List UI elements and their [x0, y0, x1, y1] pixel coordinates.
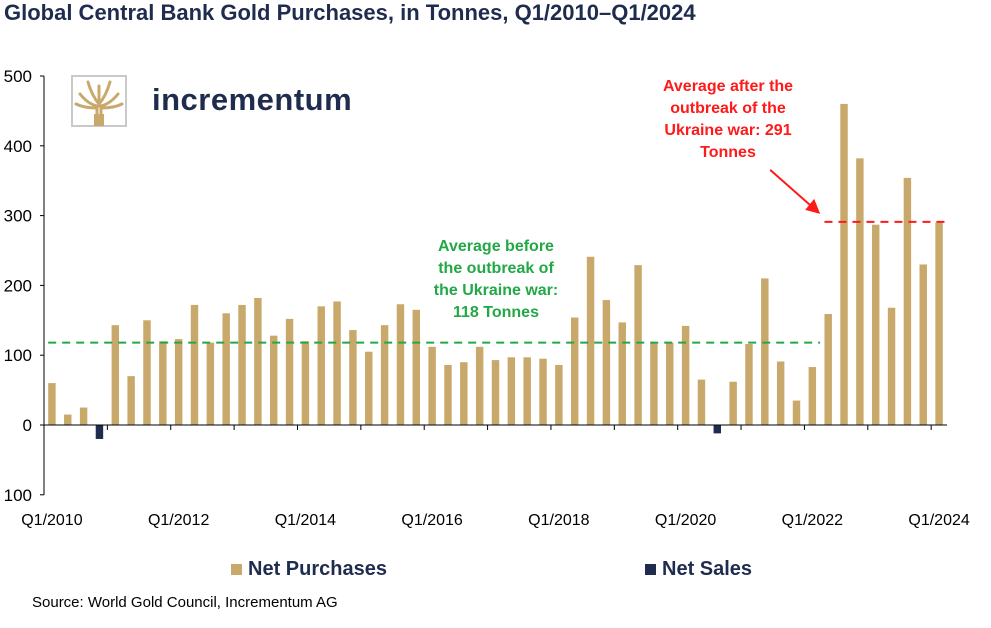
bar-net-purchases: [887, 307, 896, 425]
legend-item-net-purchases: Net Purchases: [231, 558, 387, 581]
bar-net-purchases: [586, 256, 595, 425]
logo-wordmark: incrementum: [152, 82, 353, 117]
bar-net-purchases: [380, 325, 389, 425]
bar-net-purchases: [269, 335, 278, 425]
bar-net-purchases: [634, 265, 642, 425]
bar-net-purchases: [523, 357, 531, 425]
bar-net-purchases: [808, 367, 817, 425]
legend-label: Net Purchases: [248, 558, 387, 580]
x-tick-label: Q1/2010: [21, 512, 82, 529]
bar-net-purchases: [365, 351, 373, 425]
bar-net-purchases: [919, 264, 927, 425]
annotation-before-line: 118 Tonnes: [453, 304, 539, 321]
bar-net-purchases: [824, 314, 832, 425]
legend-swatch-purchases: [231, 564, 242, 575]
bar-net-purchases: [745, 344, 753, 425]
bar-net-purchases: [174, 339, 183, 425]
legend: Net Purchases Net Sales: [0, 558, 991, 584]
bar-net-purchases: [539, 358, 547, 425]
annotation-after-line: Average after the: [662, 78, 794, 95]
annotation-after-line: Tonnes: [700, 144, 756, 161]
bar-net-purchases: [618, 322, 626, 425]
x-tick-label: Q1/2018: [528, 512, 589, 529]
bar-net-purchases: [491, 360, 500, 425]
bar-net-purchases: [856, 158, 864, 425]
bar-net-purchases: [444, 364, 452, 425]
x-tick-label: Q1/2022: [782, 512, 843, 529]
bar-net-purchases: [190, 304, 199, 425]
y-tick-label: 100: [4, 486, 32, 505]
annotation-after-line: Ukraine war: 291: [664, 122, 792, 139]
annotation-arrow-head: [805, 198, 821, 214]
bar-net-purchases: [776, 361, 785, 425]
bar-net-purchases: [333, 301, 341, 425]
y-tick-label: 300: [4, 207, 32, 226]
bar-net-purchases: [666, 342, 674, 425]
chart-title: Global Central Bank Gold Purchases, in T…: [4, 0, 696, 25]
bar-net-purchases: [396, 304, 405, 425]
bar-net-purchases: [238, 304, 246, 425]
bar-net-sales: [713, 425, 722, 434]
bar-net-purchases: [507, 357, 516, 425]
annotation-after-war: Average after the outbreak of the Ukrain…: [630, 76, 826, 164]
bar-net-purchases: [871, 224, 880, 425]
y-tick-label: 400: [4, 137, 32, 156]
y-tick-label: 0: [23, 416, 32, 435]
annotation-arrow-shaft: [769, 169, 813, 208]
source-note: Source: World Gold Council, Incrementum …: [32, 594, 338, 611]
bar-net-purchases: [555, 364, 563, 425]
bar-net-purchases: [285, 318, 294, 425]
bar-net-purchases: [254, 297, 262, 425]
bar-net-purchases: [222, 313, 230, 425]
bar-net-purchases: [792, 400, 801, 425]
bar-net-purchases: [48, 383, 56, 425]
bar-net-purchases: [127, 376, 135, 425]
bar-net-purchases: [412, 309, 421, 425]
bar-net-purchases: [64, 414, 72, 425]
bar-net-purchases: [317, 306, 325, 425]
annotation-before-line: the outbreak of: [438, 260, 554, 277]
x-tick-label: Q1/2014: [275, 512, 336, 529]
annotation-before-line: the Ukraine war:: [433, 282, 559, 299]
bar-net-purchases: [729, 381, 737, 425]
bar-net-purchases: [143, 320, 151, 425]
bar-net-purchases: [903, 177, 912, 425]
annotation-before-line: Average before: [438, 238, 554, 255]
x-tick-label: Q1/2024: [908, 512, 969, 529]
bar-net-purchases: [428, 346, 436, 425]
y-tick-label: 200: [4, 276, 32, 295]
bar-net-purchases: [681, 325, 690, 425]
legend-label: Net Sales: [662, 558, 753, 580]
bar-net-purchases: [840, 103, 848, 426]
bar-net-purchases: [697, 379, 706, 425]
bar-net-purchases: [570, 317, 579, 425]
bar-net-purchases: [935, 222, 943, 425]
bar-net-purchases: [111, 325, 120, 425]
bar-net-purchases: [79, 407, 88, 425]
x-tick-label: Q1/2020: [655, 512, 716, 529]
bar-net-purchases: [301, 341, 310, 425]
y-tick-label: 500: [4, 67, 32, 86]
legend-swatch-sales: [645, 564, 656, 575]
annotation-after-line: outbreak of the: [670, 100, 786, 117]
bar-net-purchases: [349, 330, 357, 425]
y-tick-label: 100: [4, 346, 32, 365]
annotation-before-war: Average before the outbreak of the Ukrai…: [414, 236, 578, 324]
x-tick-label: Q1/2012: [148, 512, 209, 529]
bar-net-purchases: [460, 362, 468, 425]
tree-icon: [71, 75, 127, 127]
bar-net-purchases: [650, 342, 658, 425]
legend-item-net-sales: Net Sales: [645, 558, 752, 581]
bar-net-purchases: [761, 278, 769, 425]
x-tick-label: Q1/2016: [401, 512, 462, 529]
bar-net-purchases: [159, 341, 167, 425]
bar-net-purchases: [475, 346, 484, 425]
bar-net-sales: [95, 425, 104, 439]
bar-net-purchases: [206, 342, 215, 425]
bar-net-purchases: [602, 300, 611, 425]
